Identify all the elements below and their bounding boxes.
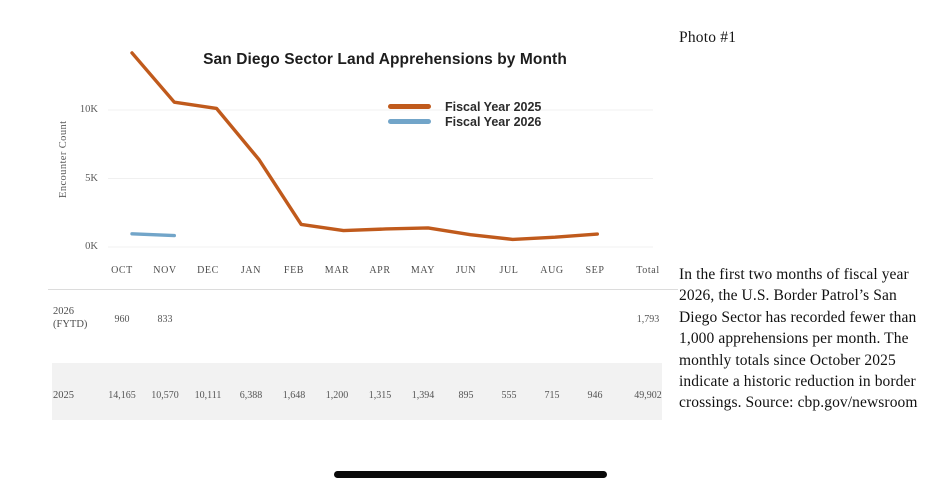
- chart-legend: Fiscal Year 2025 Fiscal Year 2026: [388, 99, 541, 129]
- photo-label: Photo #1: [679, 29, 737, 46]
- y-tick-label: 5K: [85, 172, 98, 184]
- legend-label: Fiscal Year 2026: [445, 114, 542, 129]
- row-label-2026-fytd: 2026 (FYTD): [53, 306, 88, 330]
- table-header-divider: [48, 289, 678, 290]
- month-header: MAY: [410, 265, 436, 276]
- row-label-2025: 2025: [53, 390, 74, 401]
- month-header: JAN: [240, 265, 262, 276]
- line-chart: [108, 51, 653, 248]
- month-header: SEP: [585, 265, 605, 276]
- legend-label: Fiscal Year 2025: [445, 99, 542, 114]
- row-2025-highlight: [52, 363, 662, 420]
- table-cell: 1,200: [325, 390, 349, 401]
- series-line-fiscal-year-2025: [130, 51, 599, 242]
- table-cell: 555: [501, 390, 517, 401]
- series-line-fiscal-year-2026: [130, 232, 177, 238]
- month-header: NOV: [153, 265, 177, 276]
- table-cell: 10,111: [194, 390, 222, 401]
- month-header: FEB: [283, 265, 305, 276]
- month-header: DEC: [197, 265, 219, 276]
- table-cell: 1,315: [368, 390, 392, 401]
- legend-swatch: [388, 104, 431, 109]
- caption-text: In the first two months of fiscal year 2…: [679, 266, 918, 412]
- table-cell: 960: [114, 314, 130, 325]
- legend-swatch: [388, 119, 431, 124]
- table-cell: 1,394: [411, 390, 435, 401]
- chart-title: San Diego Sector Land Apprehensions by M…: [203, 51, 567, 68]
- table-cell: 833: [157, 314, 173, 325]
- month-header: OCT: [111, 265, 133, 276]
- table-cell: 1,648: [282, 390, 306, 401]
- y-tick-label: 0K: [85, 241, 98, 252]
- table-cell: 946: [587, 390, 603, 401]
- legend-item: Fiscal Year 2025: [388, 99, 541, 114]
- table-cell: 14,165: [108, 390, 136, 401]
- month-header: JUL: [499, 265, 519, 276]
- legend-item: Fiscal Year 2026: [388, 114, 541, 129]
- table-cell: 895: [458, 390, 474, 401]
- month-header: AUG: [540, 265, 564, 276]
- home-indicator-bar: [334, 471, 607, 478]
- month-header: APR: [369, 265, 391, 276]
- month-header: JUN: [455, 265, 477, 276]
- table-cell: 715: [544, 390, 560, 401]
- y-tick-label: 10K: [79, 104, 98, 115]
- month-header: MAR: [324, 265, 350, 276]
- table-cell: 10,570: [151, 390, 179, 401]
- row-2026-total: 1,793: [636, 314, 660, 325]
- table-cell: 6,388: [239, 390, 263, 401]
- row-2025-total: 49,902: [634, 390, 662, 401]
- total-header: Total: [636, 265, 660, 276]
